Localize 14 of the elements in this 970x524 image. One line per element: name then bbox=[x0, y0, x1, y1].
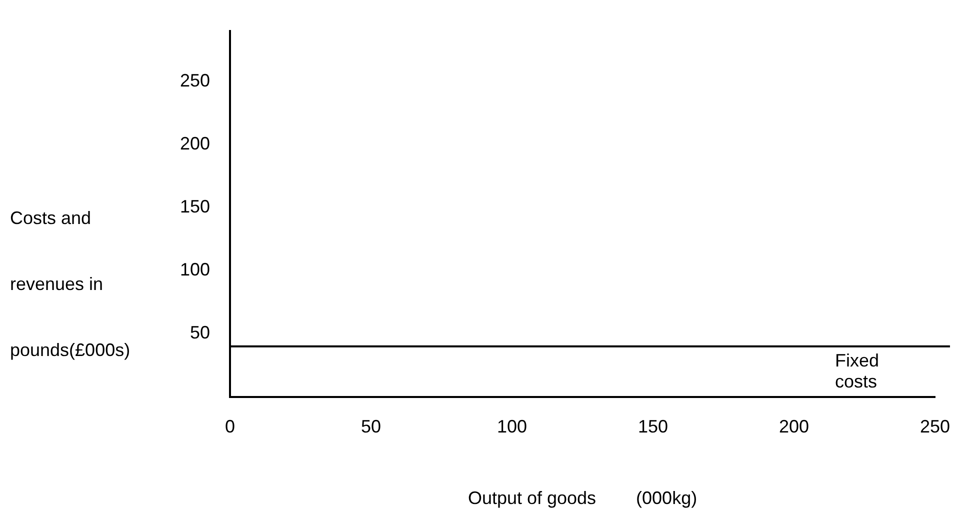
x-tick-label: 100 bbox=[496, 416, 528, 437]
y-tick-label: 250 bbox=[180, 70, 210, 90]
x-tick-label: 150 bbox=[638, 416, 668, 437]
x-tick-label: 50 bbox=[361, 416, 382, 437]
x-axis-title: Output of goods (000kg) bbox=[468, 488, 698, 508]
y-tick-label: 50 bbox=[190, 322, 210, 343]
ref-line-label: Fixed costs bbox=[834, 350, 879, 392]
x-tick-label: 0 bbox=[225, 416, 236, 437]
x-tick-label: 250 bbox=[920, 416, 950, 437]
y-tick-label: 100 bbox=[180, 260, 210, 280]
y-tick-label: 200 bbox=[180, 133, 210, 154]
text: Costs and revenues in pounds(£000s) bbox=[10, 208, 130, 360]
y-tick-label: 150 bbox=[180, 196, 210, 216]
x-tick-label: 200 bbox=[778, 416, 810, 437]
